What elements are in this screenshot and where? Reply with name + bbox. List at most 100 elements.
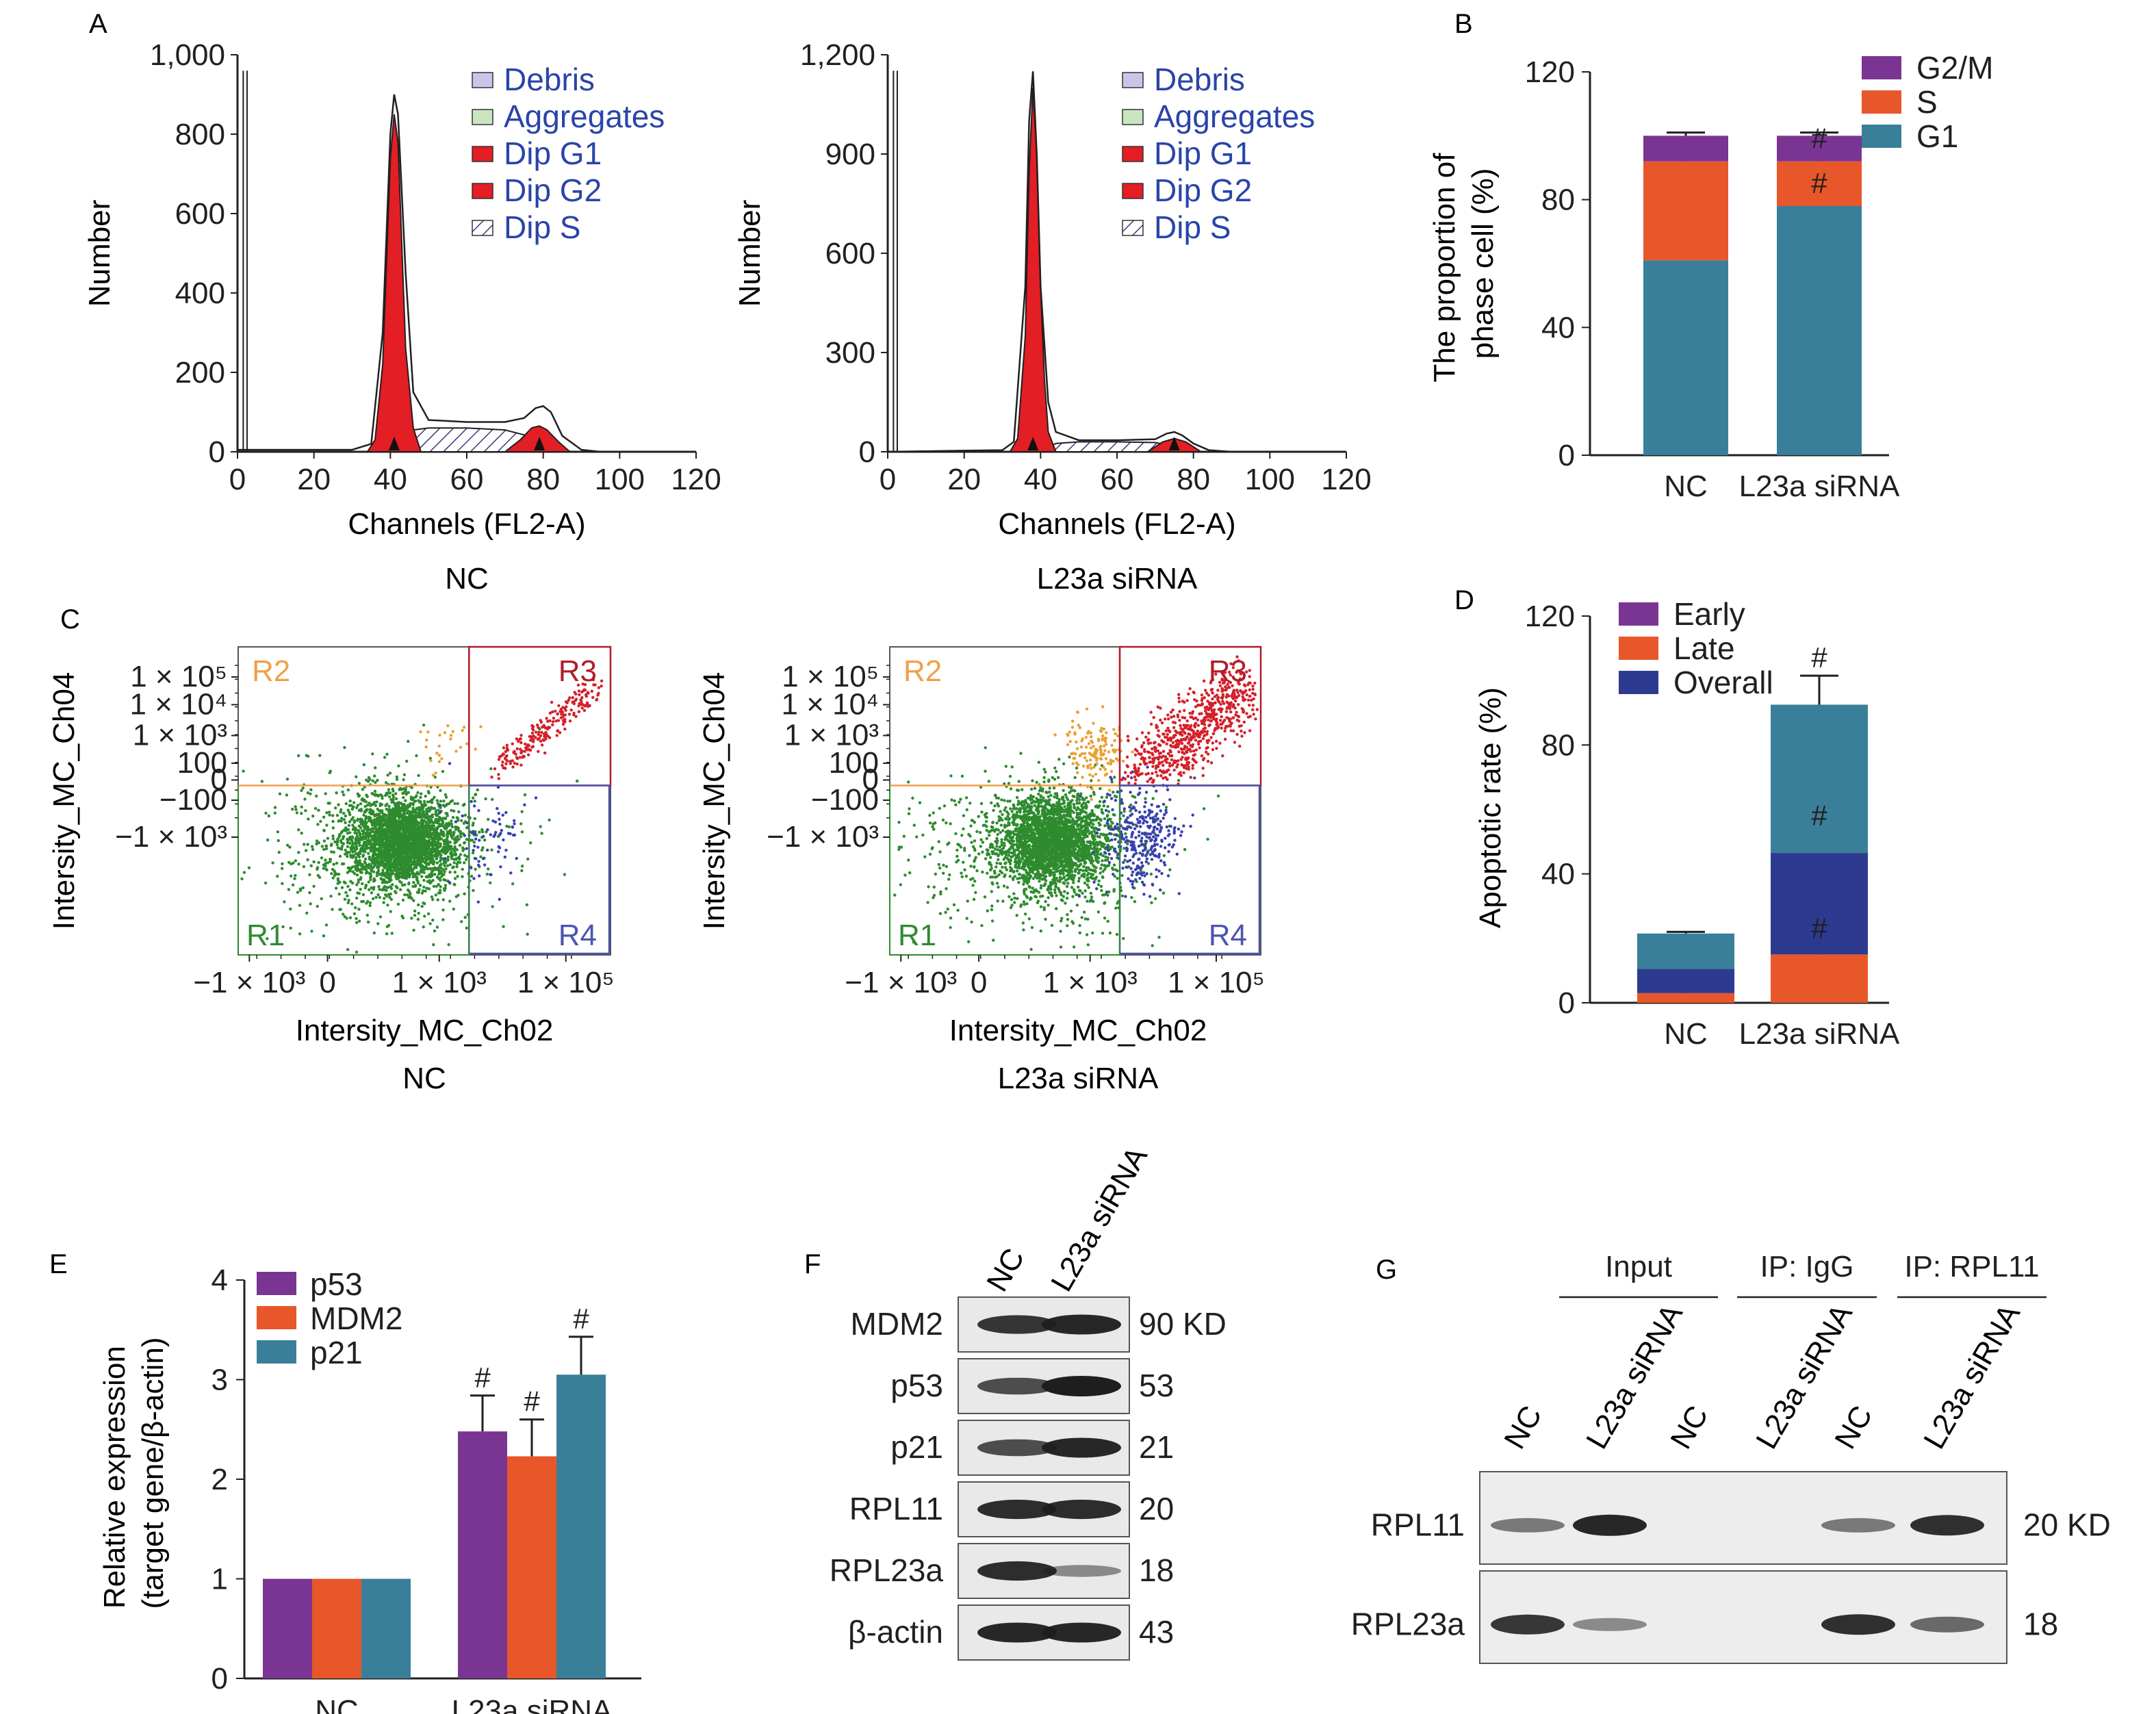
point-r1 [407, 896, 411, 899]
point-r1 [305, 911, 309, 915]
point-r1 [419, 847, 422, 852]
point-r1 [370, 849, 373, 852]
point-r1 [444, 804, 448, 807]
point-r1 [415, 872, 420, 875]
point-r1 [336, 877, 339, 880]
point-r1 [400, 822, 404, 826]
point-r1 [415, 794, 418, 797]
point-r1 [242, 769, 245, 773]
point-r1 [289, 926, 292, 930]
point-r1 [346, 832, 349, 835]
point-r1 [490, 848, 493, 852]
x-tick-label: 100 [1245, 463, 1295, 496]
point-r4 [448, 762, 452, 765]
point-r1 [407, 739, 410, 743]
point-r1 [331, 834, 335, 838]
point-r1 [384, 781, 388, 784]
point-r1 [436, 802, 440, 806]
point-r3 [528, 748, 532, 752]
point-r1 [387, 819, 392, 823]
point-r1 [387, 795, 392, 799]
point-r1 [266, 839, 270, 842]
point-r1 [429, 834, 433, 838]
point-r1 [277, 851, 281, 854]
point-r4 [509, 871, 513, 875]
point-r1 [334, 886, 338, 890]
point-r1 [377, 809, 381, 813]
point-r1 [342, 842, 345, 845]
point-r1 [399, 858, 403, 862]
point-r1 [355, 921, 359, 925]
point-r1 [458, 843, 462, 847]
point-r1 [1077, 877, 1081, 880]
point-r1 [428, 922, 432, 925]
point-r1 [409, 816, 413, 820]
point-r1 [276, 830, 279, 834]
point-r4 [473, 844, 476, 848]
point-r1 [367, 852, 370, 856]
point-r1 [330, 872, 333, 875]
point-r4 [504, 810, 508, 815]
point-r1 [287, 860, 291, 865]
point-r1 [394, 797, 398, 801]
point-r1 [365, 843, 368, 846]
point-r1 [415, 863, 419, 867]
point-r1 [348, 813, 352, 817]
point-r1 [1106, 805, 1109, 808]
point-r1 [383, 884, 387, 888]
point-r1 [385, 895, 389, 898]
point-r1 [308, 891, 311, 895]
point-r3 [497, 773, 500, 776]
point-r1 [441, 769, 445, 773]
point-r1 [300, 832, 303, 835]
point-r1 [319, 819, 322, 823]
point-r1 [452, 861, 456, 865]
point-r4 [511, 826, 515, 829]
point-r2 [451, 730, 454, 733]
point-r1 [372, 897, 375, 901]
bar-g1-l23a-sirna [1777, 206, 1862, 455]
point-r1 [285, 843, 290, 847]
point-r1 [385, 807, 388, 811]
point-r1 [1099, 884, 1103, 888]
point-r1 [350, 836, 353, 840]
point-r1 [409, 867, 413, 870]
point-r3 [519, 763, 523, 767]
point-r1 [380, 834, 384, 838]
point-r1 [455, 816, 459, 819]
point-r3 [583, 688, 587, 692]
point-r1 [391, 821, 394, 824]
point-r1 [402, 867, 406, 871]
point-r3 [543, 734, 548, 737]
point-r1 [420, 814, 424, 817]
point-r1 [431, 858, 434, 862]
point-r1 [260, 780, 264, 783]
point-r1 [400, 881, 403, 884]
legend-swatch-g2-m [1862, 56, 1901, 79]
point-r1 [389, 797, 393, 802]
panel-letter-b: B [1454, 9, 1473, 39]
point-r1 [436, 898, 439, 901]
point-r1 [450, 808, 453, 813]
point-r1 [370, 886, 373, 890]
point-r3 [568, 719, 572, 723]
point-r1 [429, 852, 433, 856]
point-r1 [453, 871, 457, 874]
point-r1 [974, 856, 977, 859]
point-r2 [437, 754, 441, 757]
point-r4 [448, 880, 451, 884]
x-axis-label: Channels (FL2-A) [348, 507, 585, 541]
point-r4 [472, 830, 475, 833]
point-r1 [294, 873, 297, 878]
point-r1 [433, 868, 437, 871]
point-r4 [481, 857, 485, 860]
point-r1 [412, 928, 415, 932]
point-r1 [378, 841, 382, 845]
point-r1 [359, 838, 362, 841]
point-r3 [551, 710, 554, 714]
point-r1 [335, 861, 339, 865]
point-r1 [412, 810, 415, 814]
point-r1 [428, 867, 432, 871]
point-r1 [396, 837, 400, 841]
point-r1 [315, 839, 319, 843]
